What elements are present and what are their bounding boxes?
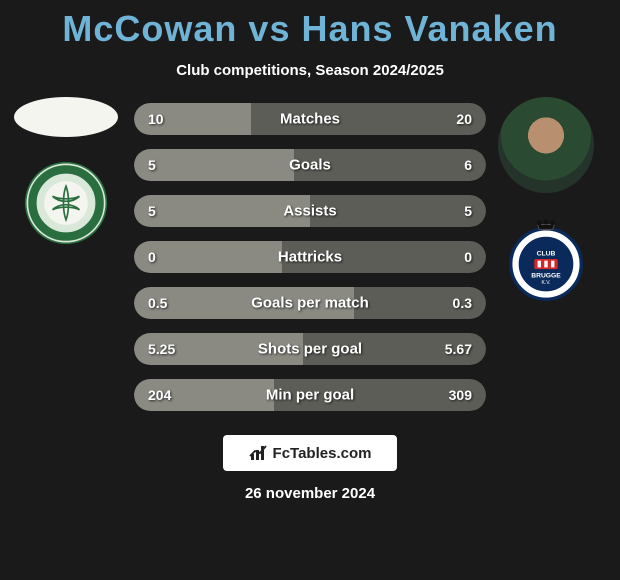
stat-label: Goals	[289, 157, 331, 174]
right-player-avatar	[498, 97, 594, 193]
left-player-avatar-placeholder	[14, 97, 118, 137]
stat-label: Shots per goal	[258, 341, 362, 358]
stat-value-left: 10	[148, 111, 164, 127]
stat-value-right: 6	[464, 157, 472, 173]
stat-row: 5.25 Shots per goal 5.67	[134, 333, 486, 365]
stat-value-right: 20	[456, 111, 472, 127]
svg-text:BRUGGE: BRUGGE	[531, 272, 561, 279]
stat-value-left: 5	[148, 203, 156, 219]
right-player-column: CLUB BRUGGE K.V.	[486, 97, 606, 301]
stat-value-right: 0	[464, 249, 472, 265]
stat-value-right: 5.67	[445, 341, 472, 357]
stat-value-right: 0.3	[453, 295, 472, 311]
stat-row: 0 Hattricks 0	[134, 241, 486, 273]
stat-label: Min per goal	[266, 387, 354, 404]
svg-text:K.V.: K.V.	[541, 280, 550, 286]
date-text: 26 november 2024	[0, 485, 620, 502]
left-club-badge	[24, 161, 108, 245]
footer-brand-badge: FcTables.com	[223, 435, 397, 471]
stat-row: 204 Min per goal 309	[134, 379, 486, 411]
left-player-column	[6, 97, 126, 245]
stat-value-left: 5	[148, 157, 156, 173]
chart-icon	[249, 444, 269, 462]
stat-value-left: 204	[148, 387, 171, 403]
stat-label: Assists	[283, 203, 336, 220]
right-club-badge: CLUB BRUGGE K.V.	[504, 217, 588, 301]
stat-row: 10 Matches 20	[134, 103, 486, 135]
subtitle: Club competitions, Season 2024/2025	[0, 62, 620, 79]
stat-label: Matches	[280, 111, 340, 128]
stat-bar-left	[134, 241, 282, 273]
stat-row: 0.5 Goals per match 0.3	[134, 287, 486, 319]
stat-bars-container: 10 Matches 20 5 Goals 6 5 Assists 5 0 Hattricks 0 0.…	[134, 97, 486, 411]
svg-text:CLUB: CLUB	[537, 251, 556, 258]
stat-label: Goals per match	[251, 295, 369, 312]
stat-row: 5 Assists 5	[134, 195, 486, 227]
footer-brand-text: FcTables.com	[273, 445, 372, 462]
stat-value-right: 309	[449, 387, 472, 403]
main-content: CLUB BRUGGE K.V. 10 Matches 20 5 Goals 6 5 Assi…	[0, 97, 620, 411]
stat-bar-left	[134, 149, 294, 181]
page-title: McCowan vs Hans Vanaken	[0, 0, 620, 50]
stat-value-left: 0.5	[148, 295, 167, 311]
stat-row: 5 Goals 6	[134, 149, 486, 181]
stat-value-left: 0	[148, 249, 156, 265]
stat-value-left: 5.25	[148, 341, 175, 357]
stat-value-right: 5	[464, 203, 472, 219]
stat-label: Hattricks	[278, 249, 342, 266]
